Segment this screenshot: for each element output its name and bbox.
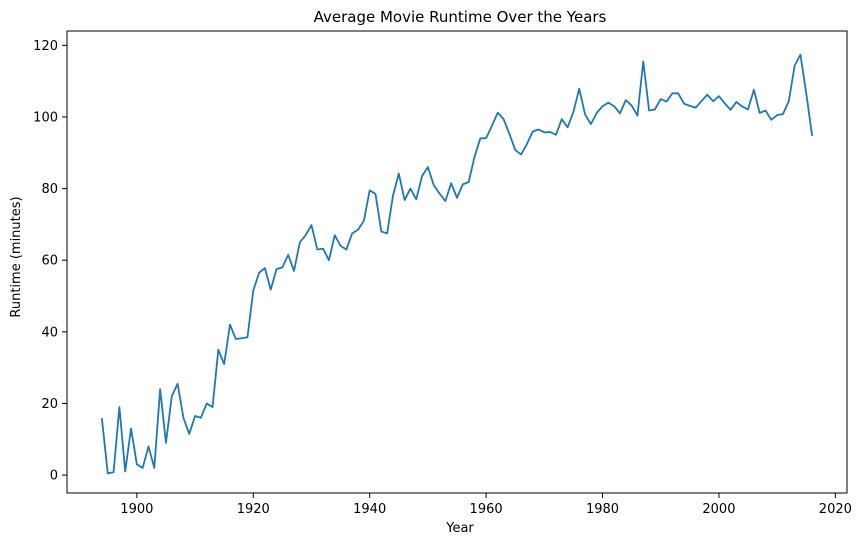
y-tick-label: 100	[33, 110, 58, 125]
y-tick-label: 0	[50, 469, 58, 484]
plot-area	[67, 31, 847, 493]
plot-frame	[66, 30, 848, 494]
x-tick-label: 1940	[353, 502, 386, 517]
y-tick-label: 20	[41, 397, 58, 412]
x-tick-label: 2020	[819, 502, 852, 517]
x-tick-label: 1960	[470, 502, 503, 517]
x-tick-label: 2000	[702, 502, 735, 517]
y-tick-label: 120	[33, 39, 58, 54]
x-tick-label: 1900	[120, 502, 153, 517]
y-tick-label: 40	[41, 325, 58, 340]
y-axis-label: Runtime (minutes)	[9, 196, 24, 317]
chart-title: Average Movie Runtime Over the Years	[314, 8, 607, 26]
x-axis-label: Year	[445, 521, 474, 536]
series-line	[101, 53, 813, 475]
y-tick-label: 80	[41, 182, 58, 197]
axis-ticks: 1900 1920 1940 1960 1980 2000 2020 0 20 40 60 80 100…	[33, 39, 852, 517]
x-tick-label: 1920	[237, 502, 270, 517]
x-tick-label: 1980	[586, 502, 619, 517]
y-tick-label: 60	[41, 254, 58, 269]
